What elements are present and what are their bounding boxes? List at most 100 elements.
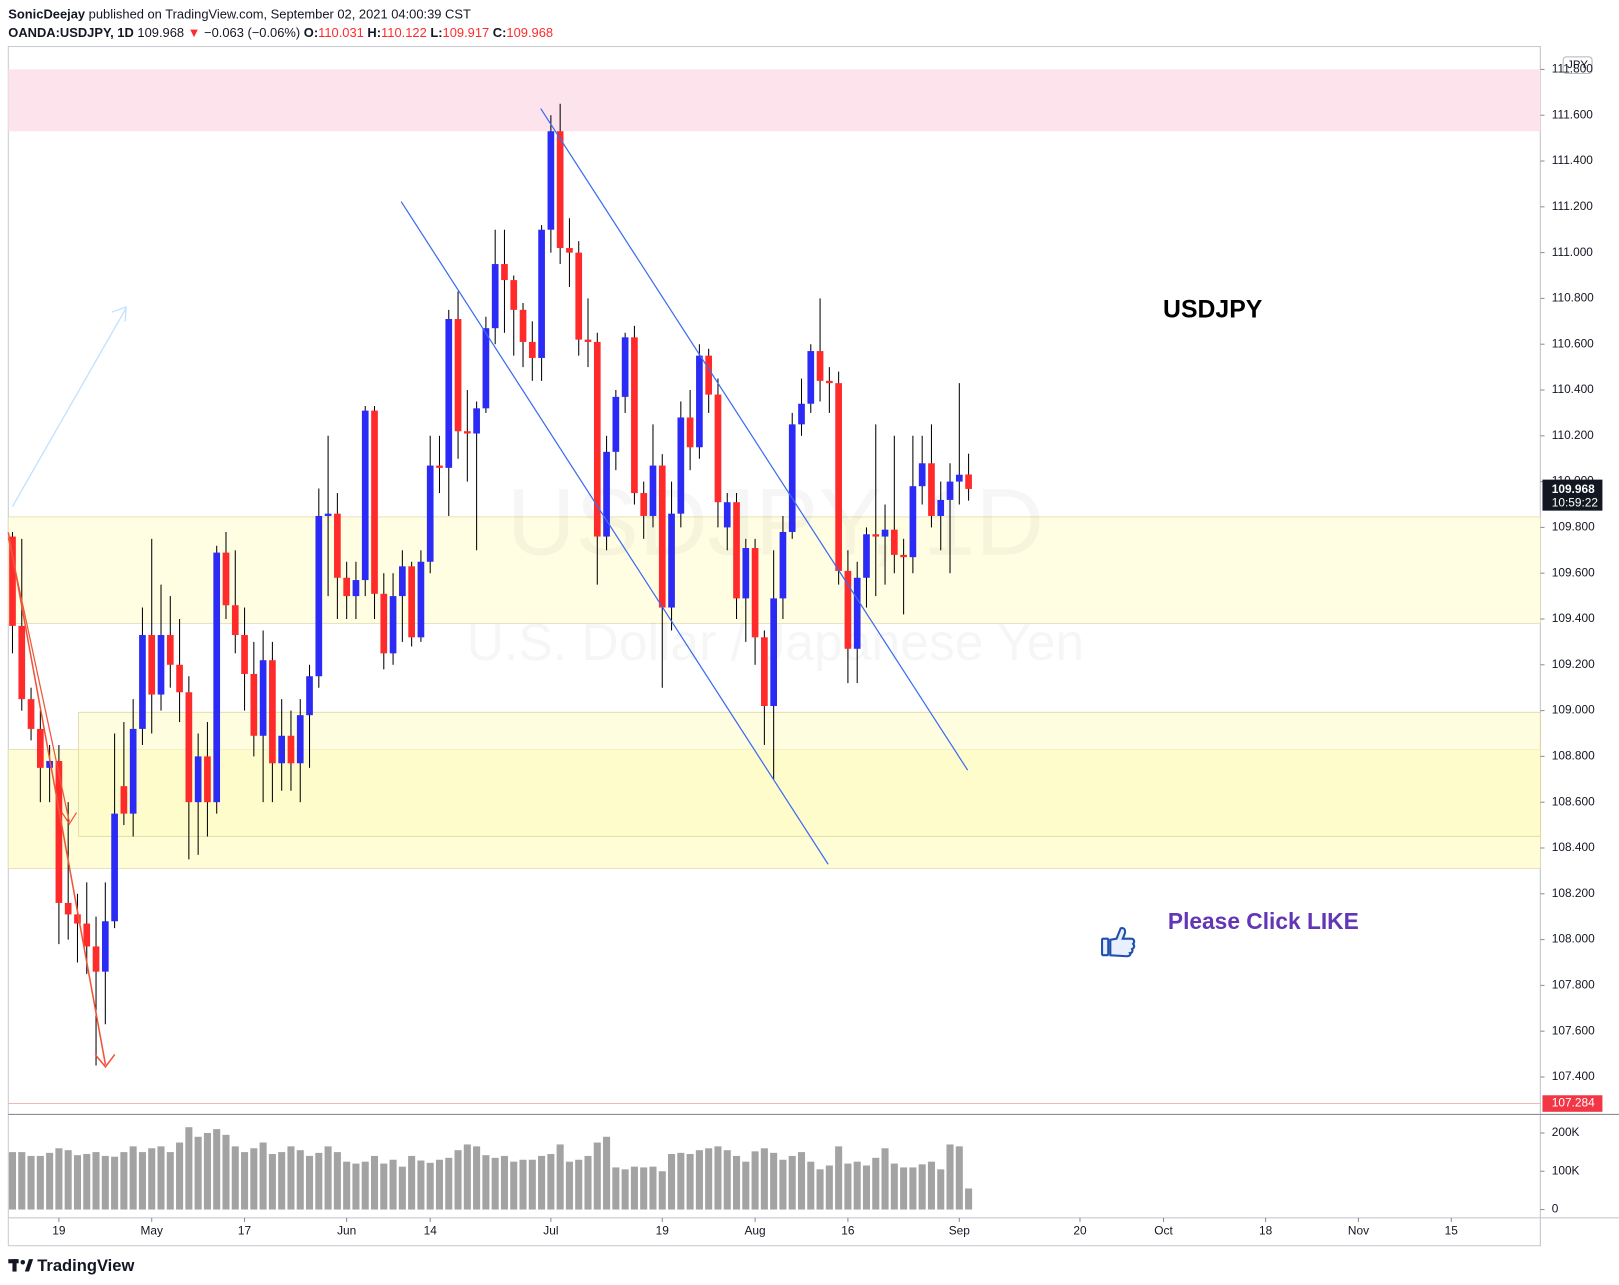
volume-bar — [250, 1148, 258, 1210]
volume-bar — [64, 1150, 72, 1210]
volume-bar — [278, 1152, 286, 1210]
candle-body — [436, 465, 443, 468]
volume-bar — [853, 1161, 861, 1210]
candle-body — [139, 635, 146, 729]
volume-bar — [909, 1167, 917, 1210]
volume-bar — [575, 1159, 583, 1210]
volume-bar — [241, 1152, 249, 1210]
volume-bar — [46, 1152, 54, 1210]
candle-body — [807, 351, 815, 404]
y-tick-label: 110.600 — [1552, 336, 1594, 350]
x-tick-label: 14 — [424, 1223, 438, 1237]
candle-body — [890, 529, 898, 555]
candle-body — [417, 561, 425, 638]
volume-bar — [965, 1188, 973, 1210]
volume-bar — [556, 1144, 564, 1210]
volume-bar — [287, 1146, 295, 1210]
volume-bar — [714, 1146, 722, 1210]
candle-body — [473, 408, 480, 434]
candle-body — [74, 914, 81, 924]
candle-body — [900, 554, 907, 558]
candle-body — [881, 529, 889, 537]
volume-bar — [565, 1161, 573, 1210]
demand-zone-inner — [78, 711, 1541, 837]
volume-bar — [593, 1142, 601, 1210]
supply-zone — [8, 69, 1541, 132]
volume-bar — [491, 1157, 499, 1210]
candle-body — [231, 605, 239, 636]
volume-bar — [166, 1152, 174, 1210]
volume-bar — [547, 1154, 555, 1210]
volume-bar — [148, 1148, 156, 1210]
y-tick-label: 109.200 — [1552, 657, 1595, 671]
volume-bar — [779, 1159, 787, 1210]
price-line-badge — [1542, 1095, 1603, 1112]
candle-body — [547, 131, 555, 230]
projection-head — [111, 306, 127, 322]
volume-bar — [463, 1144, 471, 1210]
candle-body — [621, 337, 629, 397]
x-tick-label: 15 — [1445, 1223, 1459, 1237]
c-label: C: — [493, 25, 507, 40]
volume-bar — [742, 1161, 750, 1210]
volume-tick-label: 200K — [1552, 1125, 1580, 1139]
candle-body — [482, 328, 490, 409]
volume-bar — [927, 1161, 935, 1210]
candle-body — [946, 481, 954, 500]
candle-body — [965, 474, 972, 489]
volume-bar — [259, 1142, 267, 1210]
marks — [8, 103, 973, 1210]
y-tick-label: 107.600 — [1552, 1023, 1595, 1037]
volume-bar — [881, 1148, 889, 1210]
candle-body — [714, 394, 722, 503]
y-tick-label: 109.000 — [1552, 703, 1595, 717]
o-label: O: — [304, 25, 318, 40]
y-tick-label: 109.600 — [1552, 565, 1595, 579]
candle-body — [733, 502, 740, 599]
x-tick-label: Sep — [949, 1223, 971, 1237]
y-tick-label: 111.600 — [1552, 107, 1594, 121]
candle-body — [111, 813, 118, 922]
h-label: H: — [367, 25, 381, 40]
volume-bar — [343, 1161, 351, 1210]
volume-bar — [352, 1163, 360, 1210]
candle-body — [185, 692, 193, 803]
volume-bar — [120, 1152, 128, 1210]
volume-bar — [426, 1162, 434, 1210]
brand: TradingView — [37, 1256, 134, 1275]
candle-body — [770, 598, 777, 707]
candle-body — [426, 465, 434, 562]
candle-body — [148, 635, 156, 695]
candle-body — [399, 566, 406, 597]
candle-body — [955, 474, 963, 482]
candle-body — [9, 536, 16, 626]
volume-bar — [500, 1155, 508, 1210]
candle-body — [18, 625, 26, 700]
candle-body — [538, 229, 545, 358]
volume-bar — [73, 1155, 81, 1210]
high: 110.122 — [381, 25, 427, 40]
last: 109.968 — [137, 25, 184, 40]
candle-body — [909, 486, 917, 558]
x-tick-label: May — [141, 1223, 163, 1237]
last-price-badge — [1542, 479, 1603, 511]
l-label: L: — [430, 25, 442, 40]
x-tick-label: Oct — [1154, 1223, 1173, 1237]
candle-body — [36, 728, 44, 768]
volume-bar — [268, 1154, 276, 1210]
volume-bar — [612, 1167, 620, 1210]
candle-body — [83, 923, 91, 947]
volume-bar — [361, 1161, 369, 1210]
x-tick-label: Nov — [1348, 1223, 1369, 1237]
symbol: OANDA:USDJPY, 1D — [8, 25, 134, 40]
x-tick-label: 18 — [1259, 1223, 1273, 1237]
candle-body — [64, 902, 72, 915]
candle-body — [742, 548, 750, 599]
open: 110.031 — [318, 25, 364, 40]
candle-body — [575, 252, 583, 340]
candle-body — [788, 424, 796, 532]
candle-body — [640, 493, 648, 516]
y-tick-label: 110.800 — [1552, 291, 1594, 305]
